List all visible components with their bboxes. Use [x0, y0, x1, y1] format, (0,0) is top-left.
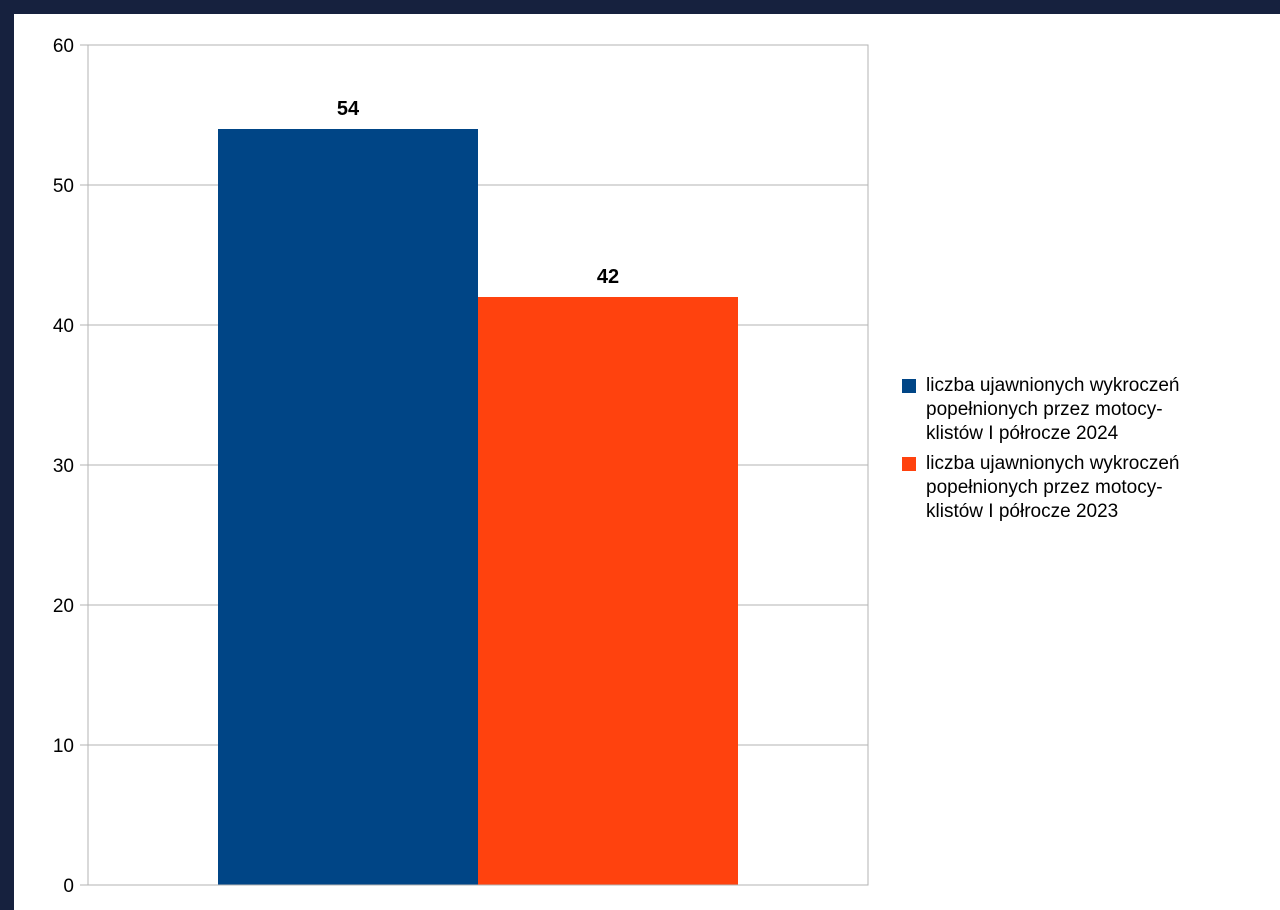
chart-frame: 0 10 20 30 40 50 60 54 42 liczba ujawnionych wy…: [14, 14, 1280, 910]
legend-label-2024-line-1: liczba ujawnionych wykroczeń: [926, 375, 1180, 396]
data-labels: 54 42: [337, 98, 619, 288]
legend-swatch-2023: [902, 457, 916, 471]
bar-series-1-cat-0: [478, 297, 738, 885]
bar-series-0-cat-0: [218, 129, 478, 885]
legend-label-2023-line-1: liczba ujawnionych wykroczeń: [926, 453, 1180, 474]
y-tick-label-50: 50: [53, 176, 74, 197]
legend-item-2023: liczba ujawnionych wykroczeń popełnionyc…: [902, 452, 1280, 524]
legend-label-2024-line-3: klistów I półrocze 2024: [926, 423, 1119, 444]
y-tick-label-60: 60: [53, 36, 74, 57]
y-axis-ticks: 0 10 20 30 40 50 60: [53, 36, 88, 897]
legend-label-2024-line-2: popełnionych przez motocy-: [926, 399, 1163, 420]
y-tick-label-40: 40: [53, 316, 74, 337]
legend-label-2023-line-3: klistów I półrocze 2023: [926, 501, 1119, 522]
legend-label-2023-line-2: popełnionych przez motocy-: [926, 477, 1163, 498]
y-tick-label-30: 30: [53, 456, 74, 477]
legend: liczba ujawnionych wykroczeń popełnionyc…: [902, 374, 1280, 530]
data-label-series-0-cat-0: 54: [337, 98, 360, 120]
plot-area-border: [87, 44, 869, 886]
legend-swatch-2024: [902, 379, 916, 393]
y-tick-label-0: 0: [63, 876, 74, 897]
y-tick-label-20: 20: [53, 596, 74, 617]
legend-item-2024: liczba ujawnionych wykroczeń popełnionyc…: [902, 374, 1280, 446]
bar-chart: 0 10 20 30 40 50 60 54 42: [53, 36, 869, 897]
data-label-series-1-cat-0: 42: [597, 266, 619, 288]
bars: [218, 129, 738, 885]
y-tick-label-10: 10: [53, 736, 74, 757]
plot-area-outline: [87, 44, 869, 886]
